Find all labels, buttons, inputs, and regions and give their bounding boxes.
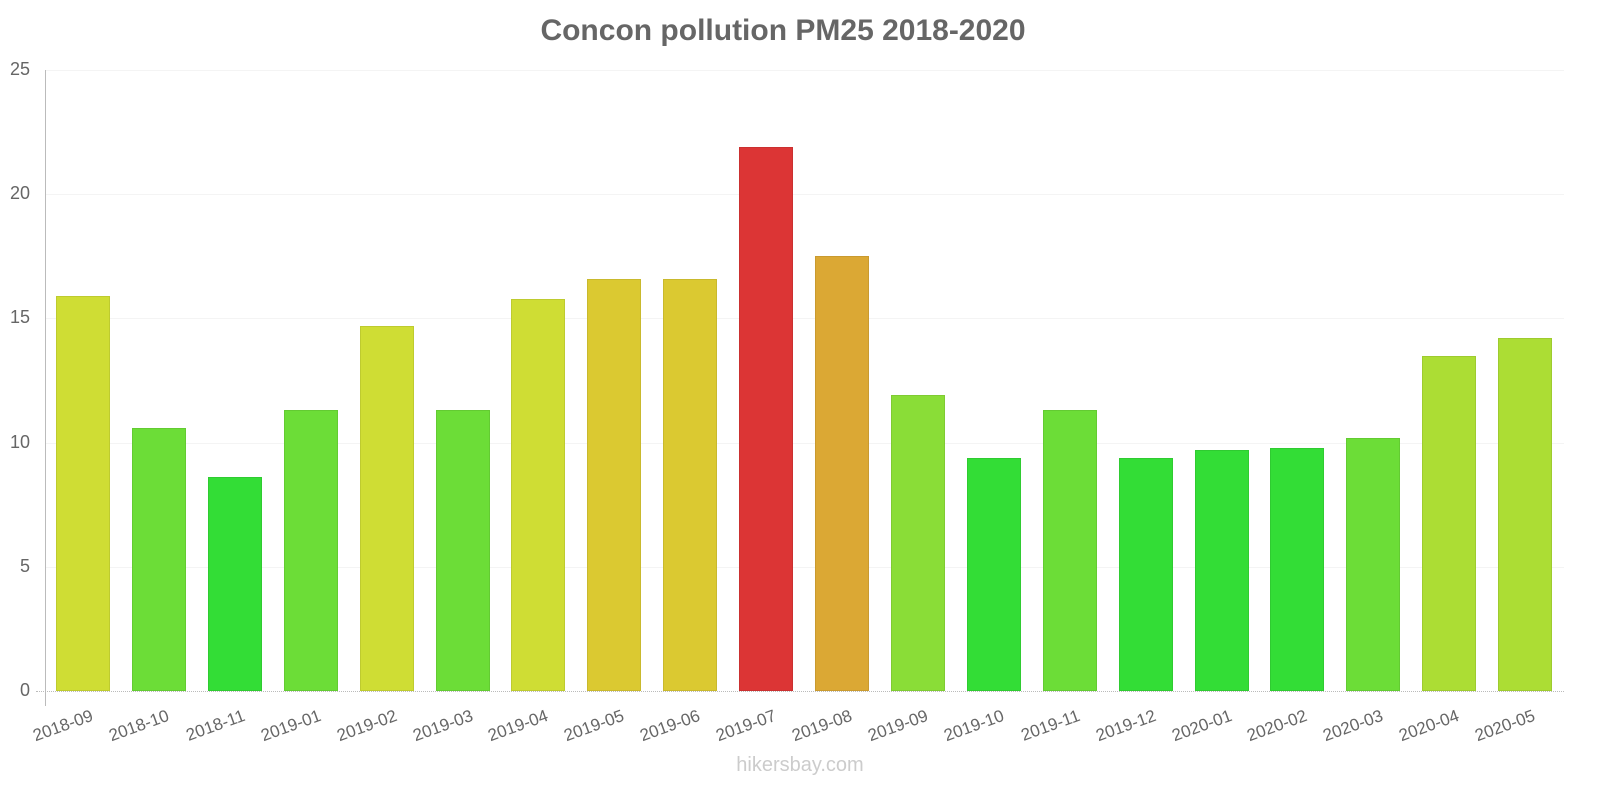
bar-2020-02[interactable] <box>1270 447 1325 691</box>
x-tick-label: 2019-11 <box>1018 706 1083 745</box>
bar-2019-05[interactable] <box>587 278 642 691</box>
bar-2019-03[interactable] <box>435 410 490 691</box>
bar-2018-11[interactable] <box>207 477 262 691</box>
bar-2019-01[interactable] <box>283 410 338 691</box>
x-tick-label: 2019-05 <box>561 706 627 746</box>
x-axis <box>36 691 1564 692</box>
bar-2019-07[interactable] <box>739 147 794 691</box>
x-tick-label: 2020-05 <box>1472 706 1538 746</box>
x-tick-label: 2020-04 <box>1396 706 1462 746</box>
y-tick-label: 15 <box>9 307 30 328</box>
bar-2019-12[interactable] <box>1118 457 1173 691</box>
gridline <box>46 442 1564 444</box>
gridline <box>46 70 1564 71</box>
y-tick-label: 10 <box>9 431 30 452</box>
gridline <box>46 194 1564 196</box>
x-tick-label: 2020-03 <box>1320 706 1386 746</box>
chart-title: Concon pollution PM25 2018-2020 <box>540 14 1026 47</box>
y-axis <box>45 70 46 706</box>
x-tick-label: 2018-10 <box>106 706 172 746</box>
x-tick-label: 2018-11 <box>183 706 248 745</box>
x-tick-label: 2019-10 <box>941 706 1007 746</box>
y-tick-label: 0 <box>19 680 30 700</box>
x-tick-label: 2019-03 <box>409 706 475 746</box>
y-tick-label: 5 <box>19 555 30 576</box>
bar-2020-01[interactable] <box>1194 450 1249 691</box>
x-tick-label: 2019-01 <box>258 706 324 746</box>
x-tick-label: 2019-12 <box>1092 706 1159 746</box>
x-tick-label: 2019-07 <box>713 706 779 746</box>
x-tick-label: 2020-01 <box>1168 706 1234 746</box>
bar-2020-03[interactable] <box>1346 437 1401 691</box>
bar-2019-06[interactable] <box>663 278 718 691</box>
y-tick-label: 25 <box>9 59 30 79</box>
watermark: hikersbay.com <box>736 754 864 776</box>
bar-2019-08[interactable] <box>815 256 869 691</box>
x-tick-label: 2019-04 <box>485 706 551 746</box>
bar-2018-10[interactable] <box>131 427 186 691</box>
y-tick-label: 20 <box>9 183 30 204</box>
x-tick-label: 2020-02 <box>1244 706 1310 746</box>
x-tick-label: 2019-02 <box>333 706 400 746</box>
bar-2019-04[interactable] <box>511 298 566 691</box>
gridline <box>46 566 1564 568</box>
bar-2019-10[interactable] <box>966 457 1021 691</box>
x-tick-label: 2019-09 <box>865 706 931 746</box>
bar-2019-09[interactable] <box>890 395 945 691</box>
bar-2020-05[interactable] <box>1498 338 1553 691</box>
gridline <box>46 318 1564 320</box>
bar-2019-02[interactable] <box>359 325 414 691</box>
x-tick-label: 2019-06 <box>637 706 703 746</box>
x-tick-label: 2019-08 <box>789 706 855 746</box>
bar-2018-09[interactable] <box>56 296 110 691</box>
bar-2019-11[interactable] <box>1042 410 1097 691</box>
bar-2020-04[interactable] <box>1422 355 1477 691</box>
x-tick-label: 2018-09 <box>30 706 96 746</box>
